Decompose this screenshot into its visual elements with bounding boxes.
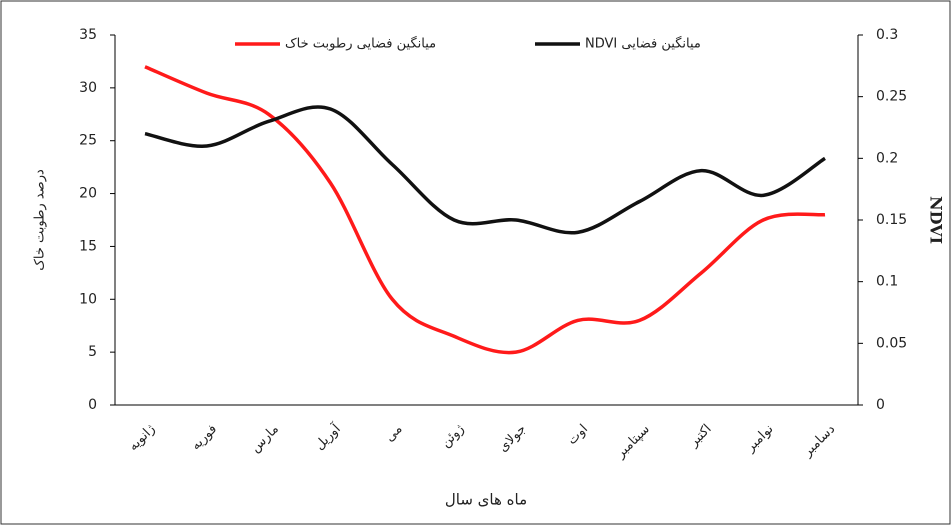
y-tick-label: 30 (79, 80, 97, 96)
y2-tick-label: 0.3 (876, 27, 898, 43)
y-tick-label: 10 (79, 291, 97, 307)
y2-tick-label: 0.2 (876, 150, 898, 166)
y-tick-label: 20 (79, 186, 97, 202)
legend-label: میانگین فضایی NDVI (585, 36, 701, 52)
legend-label: میانگین فضایی رطوبت خاک (285, 36, 436, 52)
y2-tick-label: 0.25 (876, 89, 907, 105)
y2-tick-label: 0.1 (876, 274, 898, 290)
y-tick-label: 15 (79, 238, 97, 254)
y2-tick-label: 0 (876, 397, 885, 413)
line-series (144, 65, 826, 355)
y-tick-label: 25 (79, 133, 97, 149)
line-series (144, 105, 826, 235)
y2-tick-label: 0.15 (876, 212, 907, 228)
y-tick-label: 35 (79, 27, 97, 43)
y-tick-label: 0 (88, 397, 97, 413)
y-tick-label: 5 (88, 344, 97, 360)
y2-tick-label: 0.05 (876, 335, 907, 351)
x-axis-label: ماه های سال (445, 491, 527, 509)
y2-axis-label: NDVI (927, 196, 946, 244)
y-axis-label: درصد رطوبت خاک (33, 169, 48, 271)
